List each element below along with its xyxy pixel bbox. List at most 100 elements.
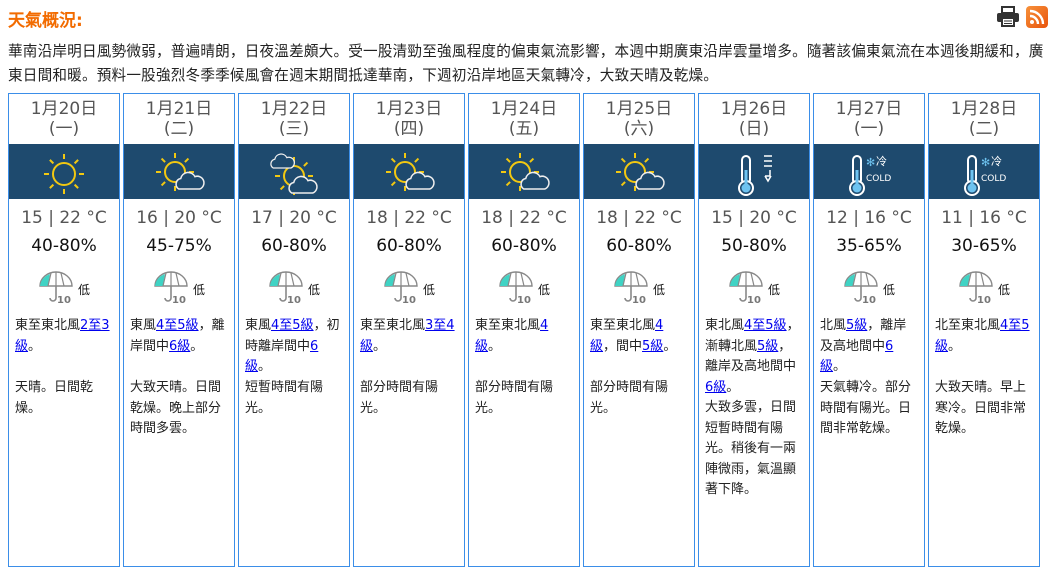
weekday-label: (五) xyxy=(508,119,540,139)
weekday-label: (一) xyxy=(48,119,80,139)
uv-level: 低 xyxy=(192,282,205,297)
toolbar xyxy=(996,6,1048,28)
svg-text:✻: ✻ xyxy=(866,156,875,169)
wind-forecast: 東風4至5級，初時離岸間中6級。 xyxy=(239,316,349,378)
wind-text: 。 xyxy=(663,338,677,354)
uv-value: 10 xyxy=(747,295,761,304)
temperature-range: 12 | 16 °C xyxy=(826,208,912,228)
weather-description: 部分時間有陽光。 xyxy=(360,380,439,416)
wind-text: ，間中 xyxy=(603,338,643,354)
forecast-date: 1月24日 (五) xyxy=(469,94,579,144)
date-label: 1月25日 xyxy=(605,99,673,119)
weather-icon-band xyxy=(469,144,579,199)
sunny-weather-icon xyxy=(44,153,84,194)
uv-index: 10 低 xyxy=(699,270,809,304)
printer-icon[interactable] xyxy=(996,6,1020,28)
humidity-range: 30-65% xyxy=(951,236,1017,256)
umbrella-uv-icon: 10 xyxy=(844,271,878,304)
weather-description: 部分時間有陽光。 xyxy=(475,380,554,416)
uv-index: 10 低 xyxy=(584,270,694,304)
wind-scale-link[interactable]: 5級 xyxy=(757,338,779,354)
date-label: 1月27日 xyxy=(835,99,903,119)
weekday-label: (六) xyxy=(623,119,655,139)
sunny-periods-weather-icon xyxy=(156,152,205,191)
cold-icon-en: COLD xyxy=(866,174,891,184)
wind-scale-link[interactable]: 6級 xyxy=(820,338,894,375)
cold-icon-zh: 冷 xyxy=(991,155,1002,168)
temperature-range: 18 | 22 °C xyxy=(481,208,567,228)
weather-description: 大致多雲，日間短暫時間有陽光。稍後有一兩陣微雨，氣溫顯著下降。 xyxy=(705,400,797,497)
weekday-label: (日) xyxy=(738,119,770,139)
weather-summary: 華南沿岸明日風勢微弱，普遍晴朗，日夜溫差頗大。受一股清勁至強風程度的偏東氣流影響… xyxy=(8,43,1044,84)
wind-forecast: 北至東北風4至5級。 xyxy=(929,316,1039,378)
uv-value: 10 xyxy=(632,295,646,304)
wind-scale-link[interactable]: 2至3級 xyxy=(15,318,110,354)
wind-scale-link[interactable]: 5級 xyxy=(642,338,664,354)
temperature-range: 15 | 20 °C xyxy=(711,208,797,228)
cold-weather-icon: ✻ 冷 COLD xyxy=(849,154,891,196)
uv-index: 10 低 xyxy=(814,270,924,304)
forecast-day-1: 1月20日 (一) 15 | 22 °C 40-80% 10 低 東至東北風2至3級… xyxy=(8,93,120,567)
uv-level: 低 xyxy=(77,282,90,297)
temperature-range: 15 | 22 °C xyxy=(21,208,107,228)
wind-scale-link[interactable]: 6級 xyxy=(705,379,727,395)
umbrella-uv-icon: 10 xyxy=(729,271,763,304)
wind-scale-link[interactable]: 3至4級 xyxy=(360,318,455,354)
uv-value: 10 xyxy=(862,295,876,304)
wind-text: 。 xyxy=(373,338,387,354)
uv-level: 低 xyxy=(652,282,665,297)
uv-index: 10 低 xyxy=(124,270,234,304)
forecast-day-7: 1月26日 (日) 15 | 20 °C 50-80% 10 低 東北風4至5級，漸… xyxy=(698,93,810,567)
uv-value: 10 xyxy=(517,295,531,304)
uv-value: 10 xyxy=(287,295,301,304)
weather-icon-band xyxy=(9,144,119,199)
wind-forecast: 東風4至5級，離岸間中6級。 xyxy=(124,316,234,378)
umbrella-uv-icon: 10 xyxy=(614,271,648,304)
forecast-date: 1月20日 (一) xyxy=(9,94,119,144)
uv-level: 低 xyxy=(422,282,435,297)
date-label: 1月23日 xyxy=(375,99,443,119)
wind-text: 東至東北風 xyxy=(475,318,541,333)
temperature-range: 16 | 20 °C xyxy=(136,208,222,228)
wind-scale-link[interactable]: 4級 xyxy=(475,318,549,354)
wind-scale-link[interactable]: 4至5級 xyxy=(744,318,787,333)
uv-level: 低 xyxy=(997,282,1010,297)
sunny-intervals-weather-icon xyxy=(270,152,318,195)
forecast-date: 1月21日 (二) xyxy=(124,94,234,144)
wind-scale-link[interactable]: 4至5級 xyxy=(271,318,314,333)
weather-description: 大致天晴。日間乾燥。晚上部分時間多雲。 xyxy=(130,380,222,436)
umbrella-uv-icon: 10 xyxy=(499,271,533,304)
rss-icon[interactable] xyxy=(1026,6,1048,28)
wind-scale-link[interactable]: 6級 xyxy=(169,338,191,354)
uv-level: 低 xyxy=(882,282,895,297)
wind-scale-link[interactable]: 5級 xyxy=(846,318,868,333)
wind-text: ，離岸及高地間中 xyxy=(705,338,797,375)
wind-scale-link[interactable]: 4級 xyxy=(590,318,664,354)
wind-text: ，初時離岸間中 xyxy=(245,318,340,354)
uv-index: 10 低 xyxy=(929,270,1039,304)
wind-text: 。 xyxy=(258,359,272,374)
wind-forecast: 東北風4至5級，漸轉北風5級，離岸及高地間中 6級。 xyxy=(699,316,809,398)
uv-index: 10 低 xyxy=(469,270,579,304)
wind-scale-link[interactable]: 4至5級 xyxy=(935,318,1030,354)
wind-text: 北至東北風 xyxy=(935,318,1001,333)
forecast-date: 1月25日 (六) xyxy=(584,94,694,144)
wind-text: 東北風 xyxy=(705,318,745,333)
wind-forecast: 東至東北風2至3級。 xyxy=(9,316,119,378)
uv-index: 10 低 xyxy=(354,270,464,304)
forecast-date: 1月28日 (二) xyxy=(929,94,1039,144)
date-label: 1月21日 xyxy=(145,99,213,119)
weekday-label: (三) xyxy=(278,119,310,139)
weather-description: 短暫時間有陽光。 xyxy=(245,380,324,416)
cold-weather-icon: ✻ 冷 COLD xyxy=(964,154,1006,196)
weather-icon-band: ✻ 冷 COLD xyxy=(814,144,924,199)
svg-text:✻: ✻ xyxy=(981,156,990,169)
forecast-day-2: 1月21日 (二) 16 | 20 °C 45-75% 10 低 東風4至5級，離岸… xyxy=(123,93,235,567)
uv-level: 低 xyxy=(537,282,550,297)
cold-icon-en: COLD xyxy=(981,174,1006,184)
wind-text: ，離岸間中 xyxy=(130,318,225,354)
humidity-range: 35-65% xyxy=(836,236,902,256)
wind-scale-link[interactable]: 4至5級 xyxy=(156,318,199,333)
wind-text: 。 xyxy=(28,338,42,354)
wind-scale-link[interactable]: 6級 xyxy=(245,338,319,375)
